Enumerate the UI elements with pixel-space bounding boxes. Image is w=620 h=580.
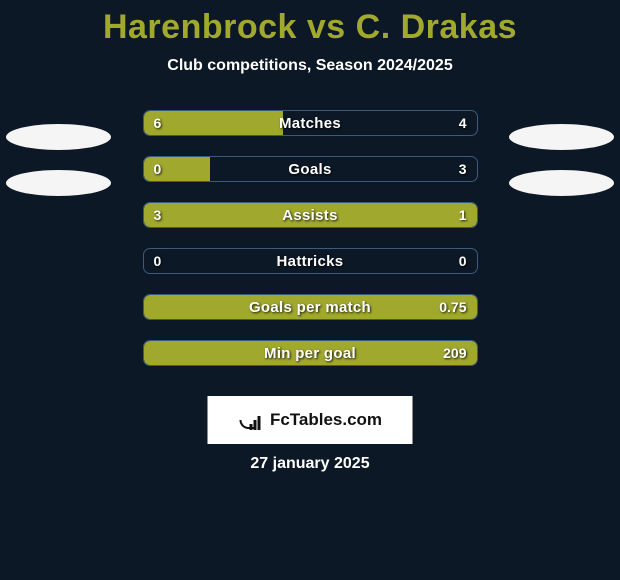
stat-row: 64Matches <box>143 110 478 136</box>
stat-label: Goals per match <box>144 295 477 319</box>
player-photo-left <box>6 170 111 196</box>
page-title: Harenbrock vs C. Drakas <box>0 0 620 47</box>
stat-row: 00Hattricks <box>143 248 478 274</box>
stat-label: Goals <box>144 157 477 181</box>
snapshot-date: 27 january 2025 <box>0 455 620 473</box>
stat-label: Matches <box>144 111 477 135</box>
stats-chart: 64Matches 03Goals 31Assists 00Hattricks 0.75… <box>0 110 620 386</box>
stat-row: 03Goals <box>143 156 478 182</box>
stat-label: Min per goal <box>144 341 477 365</box>
stat-label: Assists <box>144 203 477 227</box>
fctables-logo: FcTables.com <box>208 396 413 444</box>
player-photo-right <box>509 124 614 150</box>
stat-row: 209Min per goal <box>143 340 478 366</box>
subtitle: Club competitions, Season 2024/2025 <box>0 57 620 75</box>
stat-label: Hattricks <box>144 249 477 273</box>
logo-icon <box>238 410 264 430</box>
logo-text: FcTables.com <box>270 410 382 430</box>
comparison-infographic: Harenbrock vs C. Drakas Club competition… <box>0 0 620 580</box>
player-photo-left <box>6 124 111 150</box>
player-photo-right <box>509 170 614 196</box>
stat-row: 0.75Goals per match <box>143 294 478 320</box>
stat-row: 31Assists <box>143 202 478 228</box>
